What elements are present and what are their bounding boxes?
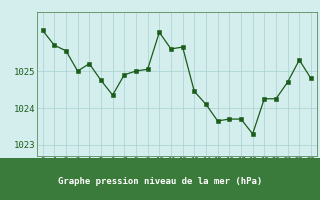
Text: Graphe pression niveau de la mer (hPa): Graphe pression niveau de la mer (hPa) (58, 178, 262, 186)
